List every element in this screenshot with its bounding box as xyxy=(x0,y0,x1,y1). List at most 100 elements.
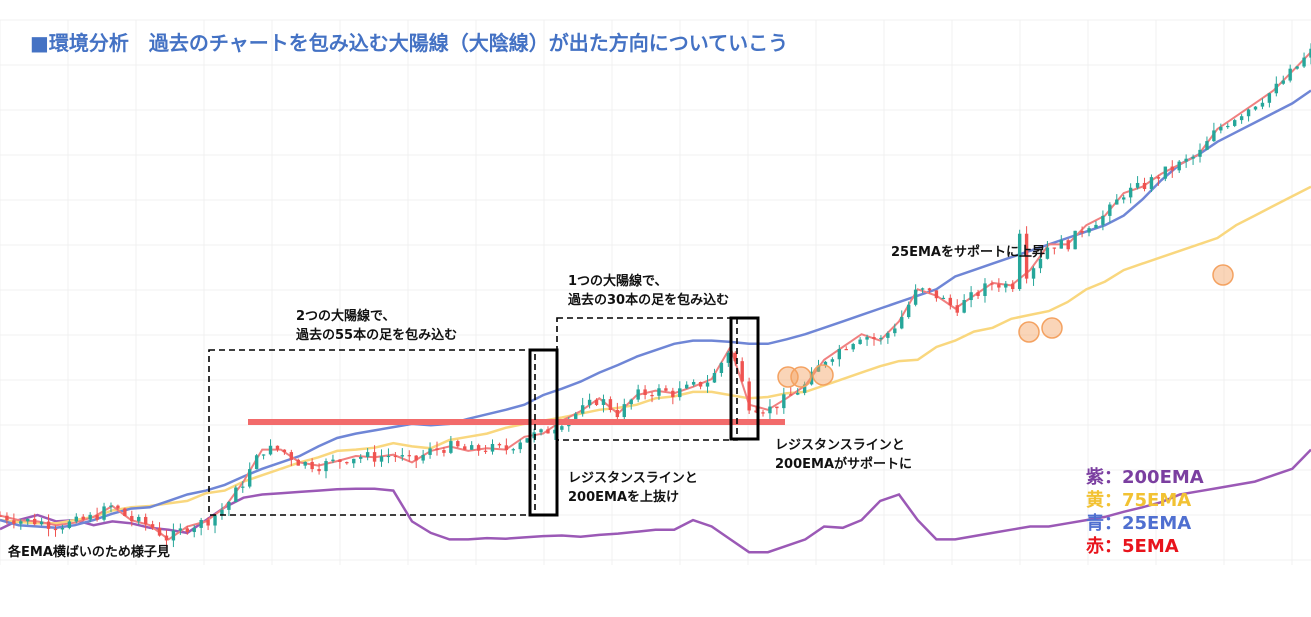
candle-up xyxy=(962,300,966,313)
candle-up xyxy=(906,304,911,318)
candle-up xyxy=(386,455,391,458)
candle-down xyxy=(1142,182,1147,190)
candle-up xyxy=(67,521,72,528)
candle-down xyxy=(282,449,287,453)
touch-marker xyxy=(812,364,834,386)
candle-down xyxy=(733,352,737,362)
candle-down xyxy=(1052,247,1057,249)
candle-down xyxy=(698,381,703,387)
candle-down xyxy=(116,505,120,509)
candle-up xyxy=(1108,204,1112,216)
candle-up xyxy=(88,514,92,520)
candle-up xyxy=(1017,233,1022,290)
candle-up xyxy=(913,289,918,305)
annotation-breakout-line2: 200EMAを上抜け xyxy=(568,489,679,505)
ema75-line xyxy=(0,185,1311,525)
candle-up xyxy=(1045,247,1050,259)
candlesticks xyxy=(0,43,1311,548)
candle-up xyxy=(691,381,696,385)
candle-up xyxy=(199,519,203,528)
candle-down xyxy=(81,516,85,520)
candle-up xyxy=(1191,156,1195,159)
candle-up xyxy=(254,455,259,470)
candle-down xyxy=(1066,240,1070,250)
candle-down xyxy=(740,361,744,382)
candle-down xyxy=(775,406,779,409)
candle-down xyxy=(12,520,16,524)
candle-down xyxy=(844,348,848,351)
candle-up xyxy=(1177,161,1181,171)
candle-up xyxy=(26,518,30,522)
legend-ema200: 紫：200EMA xyxy=(1086,466,1204,488)
candle-up xyxy=(268,445,273,455)
candle-down xyxy=(1156,177,1161,179)
legend-ema5: 赤：5EMA xyxy=(1086,536,1179,557)
touch-marker xyxy=(1041,317,1063,339)
breakout-candle-box xyxy=(528,348,559,517)
candle-down xyxy=(289,452,294,460)
candle-up xyxy=(1281,80,1285,84)
candle-down xyxy=(310,461,314,470)
candle-up xyxy=(802,384,807,393)
candle-up xyxy=(234,487,238,502)
candle-up xyxy=(1246,109,1251,117)
candle-up xyxy=(1232,120,1237,126)
candle-up xyxy=(213,515,217,526)
candle-up xyxy=(636,389,640,400)
candle-up xyxy=(511,449,516,451)
candle-down xyxy=(483,450,488,452)
candle-up xyxy=(1226,125,1230,128)
candle-up xyxy=(220,509,224,516)
candle-down xyxy=(927,288,932,291)
ema25-touch-markers xyxy=(777,264,1234,388)
candle-up xyxy=(1302,57,1306,67)
candle-down xyxy=(1170,166,1174,171)
candle-down xyxy=(185,528,189,533)
candle-up xyxy=(685,384,689,389)
candle-up xyxy=(900,317,904,329)
candle-up xyxy=(1309,48,1311,58)
candle-down xyxy=(976,292,980,296)
candle-down xyxy=(997,284,1001,288)
candle-up xyxy=(893,328,897,334)
candle-down xyxy=(497,443,502,446)
annotation-support-line2: 200EMAがサポートに xyxy=(775,456,912,472)
candle-up xyxy=(1115,199,1119,205)
candle-up xyxy=(365,452,370,458)
candle-up xyxy=(837,348,842,360)
candle-down xyxy=(442,450,446,453)
candle-up xyxy=(227,501,231,510)
annotation-engulf30-line1: 1つの大陽線で、 xyxy=(568,273,668,289)
candle-up xyxy=(1163,166,1168,179)
candle-down xyxy=(594,399,599,405)
candle-up xyxy=(1073,230,1077,250)
candle-up xyxy=(400,455,405,457)
candle-down xyxy=(296,459,300,466)
candle-up xyxy=(705,382,710,387)
page-title: ■環境分析 過去のチャートを包み込む大陽線（大陰線）が出た方向についていこう xyxy=(30,31,788,55)
candle-up xyxy=(587,399,592,406)
candle-up xyxy=(726,352,731,363)
support-candle-box xyxy=(729,316,760,441)
candle-up xyxy=(331,459,335,462)
candle-up xyxy=(830,359,835,362)
candle-up xyxy=(1094,224,1098,229)
candle-up xyxy=(324,461,328,472)
candle-up xyxy=(352,458,356,464)
candle-up xyxy=(303,461,307,466)
candle-up xyxy=(60,527,65,530)
candle-down xyxy=(32,518,37,525)
candle-down xyxy=(615,409,620,418)
candle-up xyxy=(192,527,196,533)
candle-up xyxy=(886,333,890,338)
ema5-line xyxy=(0,51,1311,541)
candle-down xyxy=(754,410,758,413)
candle-up xyxy=(241,486,245,488)
candle-down xyxy=(407,455,411,457)
candle-down xyxy=(345,461,349,464)
candle-down xyxy=(463,446,467,450)
touch-marker xyxy=(790,366,812,388)
candle-down xyxy=(414,455,418,461)
annotation-engulf55-line2: 過去の55本の足を包み込む xyxy=(295,327,457,343)
